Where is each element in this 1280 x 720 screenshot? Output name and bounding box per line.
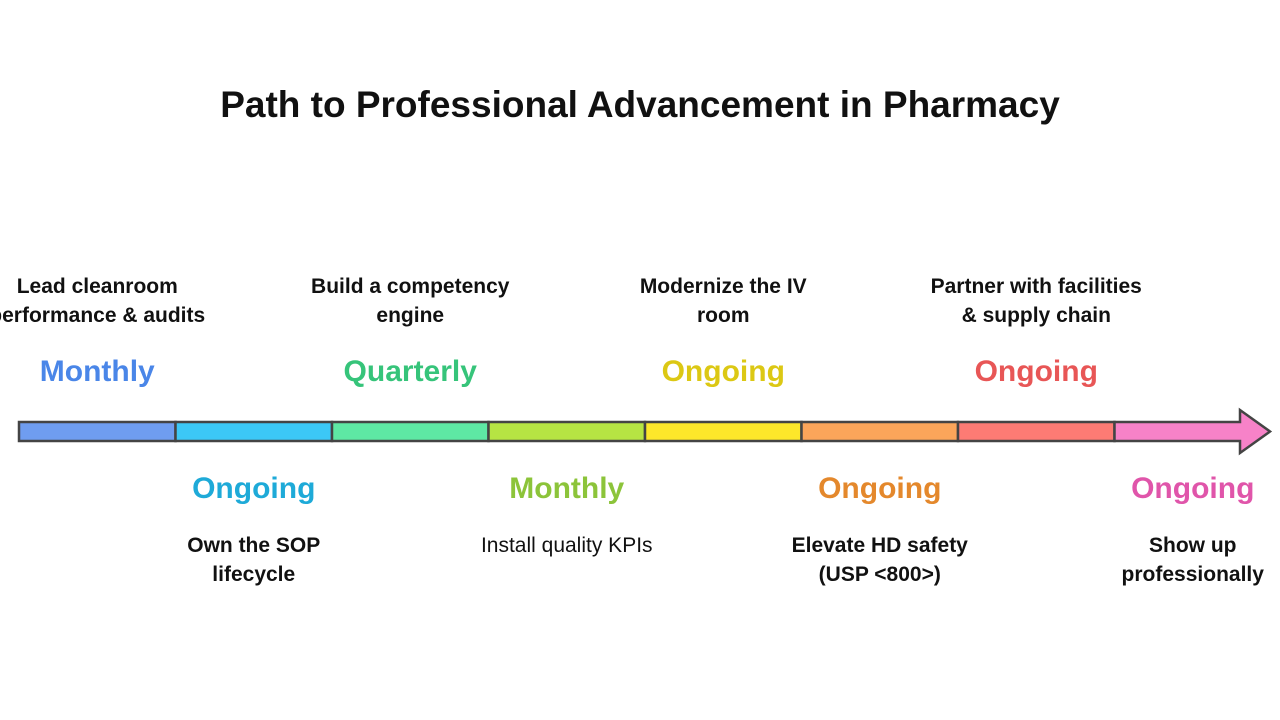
milestone-frequency: Ongoing <box>818 472 942 505</box>
timeline-segment <box>643 420 803 443</box>
milestone-description: Elevate HD safety (USP <800>) <box>791 534 968 586</box>
milestone-frequency: Ongoing <box>192 472 316 505</box>
milestone-description: Install quality KPIs <box>480 534 653 557</box>
timeline-segment <box>800 420 960 443</box>
milestone-frequency: Monthly <box>509 472 625 505</box>
milestone-description: Lead cleanroom performance & audits <box>0 275 206 327</box>
milestone-description: Build a competency engine <box>311 275 510 327</box>
milestone-frequency: Ongoing <box>1131 472 1255 505</box>
milestone-frequency: Quarterly <box>343 355 477 388</box>
milestone-frequency: Ongoing <box>661 355 785 388</box>
page-title: Path to Professional Advancement in Phar… <box>220 84 1060 125</box>
timeline-segment <box>174 420 334 443</box>
timeline-segment <box>17 420 177 443</box>
milestone-description: Modernize the IV room <box>639 275 807 327</box>
timeline-segment <box>330 420 490 443</box>
milestone-frequency: Monthly <box>39 355 155 388</box>
milestone-description: Show up professionally <box>1121 534 1264 586</box>
milestone-description: Partner with facilities & supply chain <box>930 275 1142 327</box>
timeline-segment <box>1113 407 1273 456</box>
milestone-description: Own the SOP lifecycle <box>187 534 321 586</box>
milestone-frequency: Ongoing <box>974 355 1098 388</box>
timeline-segment <box>487 420 647 443</box>
timeline-segment <box>956 420 1116 443</box>
